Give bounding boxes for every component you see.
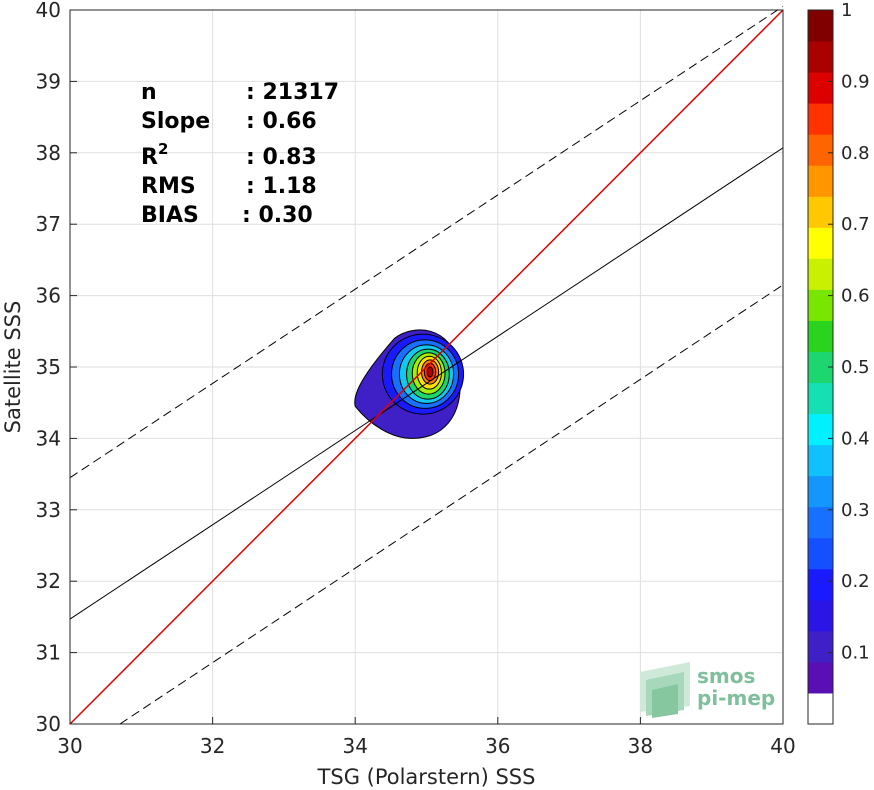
colorbar-tick-label: 0.9 — [841, 71, 870, 92]
colorbar-tick-label: 0.6 — [841, 286, 870, 307]
logo-text-smos: smos — [697, 664, 755, 688]
colorbar-swatch — [808, 537, 833, 570]
logo-waves-icon — [640, 662, 690, 718]
y-axis-label: Satellite SSS — [1, 301, 25, 434]
x-tick-label: 30 — [57, 734, 82, 758]
colorbar-tick-label: 0.2 — [841, 571, 870, 592]
colorbar-tick-label: 1 — [841, 0, 852, 21]
regression-fit-line — [69, 147, 784, 620]
colorbar-tick-label: 0.3 — [841, 500, 870, 521]
colorbar-swatch — [808, 661, 833, 694]
colorbar-swatch — [808, 568, 833, 601]
colorbar-swatch — [808, 41, 833, 73]
colorbar-swatch — [808, 196, 833, 228]
colorbar-swatch — [808, 72, 833, 104]
colorbar-swatch — [808, 382, 833, 415]
x-tick-label: 38 — [628, 734, 653, 758]
colorbar-swatch — [808, 692, 833, 725]
colorbar-swatch — [808, 227, 833, 259]
x-tick-label: 40 — [770, 734, 795, 758]
x-tick-label: 36 — [485, 734, 510, 758]
x-tick-label: 34 — [342, 734, 367, 758]
y-tick-label: 40 — [36, 0, 61, 22]
colorbar: 0.1 0.2 0.3 0.4 0.5 0.6 0.7 0.8 0.9 1 — [807, 0, 870, 725]
density-contours — [354, 329, 465, 439]
stat-value: : 0.30 — [242, 203, 313, 228]
colorbar-tick-label: 0.4 — [841, 428, 870, 449]
x-axis-ticks: 30 32 34 36 38 40 — [57, 717, 796, 758]
stat-label: BIAS — [141, 203, 199, 228]
stat-label: Slope — [141, 109, 210, 134]
colorbar-swatch — [808, 103, 833, 135]
colorbar-tick-label: 0.1 — [841, 643, 870, 664]
stat-label: RMS — [141, 174, 196, 199]
lower-bound-dashed-line — [119, 284, 784, 725]
y-tick-label: 31 — [36, 641, 61, 665]
colorbar-tick-label: 0.5 — [841, 357, 870, 378]
stat-value: : 0.83 — [246, 145, 317, 170]
smos-pimep-logo: smos pi-mep — [640, 662, 775, 718]
y-tick-label: 32 — [36, 569, 61, 593]
colorbar-swatch — [808, 506, 833, 539]
colorbar-swatch — [808, 320, 833, 352]
stat-label: R2 — [141, 140, 168, 170]
colorbar-swatch — [808, 630, 833, 663]
colorbar-swatch — [808, 134, 833, 166]
regression-lines — [69, 6, 784, 725]
x-axis-label: TSG (Polarstern) SSS — [317, 765, 536, 789]
stat-label: n — [141, 80, 157, 105]
colorbar-swatch — [808, 475, 833, 508]
logo-text-pimep: pi-mep — [697, 686, 775, 710]
stat-superscript: 2 — [158, 140, 168, 158]
identity-line — [69, 9, 784, 725]
colorbar-swatch — [808, 444, 833, 477]
y-tick-label: 33 — [36, 498, 61, 522]
y-tick-label: 30 — [36, 712, 61, 736]
stat-value: : 1.18 — [246, 174, 317, 199]
colorbar-swatch — [808, 413, 833, 446]
y-tick-label: 38 — [36, 141, 61, 165]
y-tick-label: 37 — [36, 212, 61, 236]
stat-value: : 21317 — [246, 80, 339, 105]
colorbar-swatch — [808, 289, 833, 321]
stats-box: n : 21317 Slope : 0.66 R2 : 0.83 RMS : 1.18 BIAS… — [141, 80, 339, 228]
colorbar-swatch — [808, 599, 833, 632]
colorbar-swatch — [808, 165, 833, 197]
y-tick-label: 34 — [36, 426, 61, 450]
colorbar-tick-label: 0.7 — [841, 214, 870, 235]
colorbar-tick-label: 0.8 — [841, 143, 870, 164]
y-tick-label: 36 — [36, 284, 61, 308]
stat-value: : 0.66 — [246, 109, 317, 134]
contour-level — [426, 366, 434, 378]
y-tick-label: 39 — [36, 69, 61, 93]
y-axis-ticks: 30 31 32 33 34 35 36 37 38 39 40 — [36, 0, 77, 736]
upper-bound-dashed-line — [69, 6, 784, 479]
colorbar-swatch — [808, 258, 833, 290]
y-tick-label: 35 — [36, 355, 61, 379]
x-tick-label: 32 — [200, 734, 225, 758]
colorbar-swatch — [808, 10, 833, 42]
